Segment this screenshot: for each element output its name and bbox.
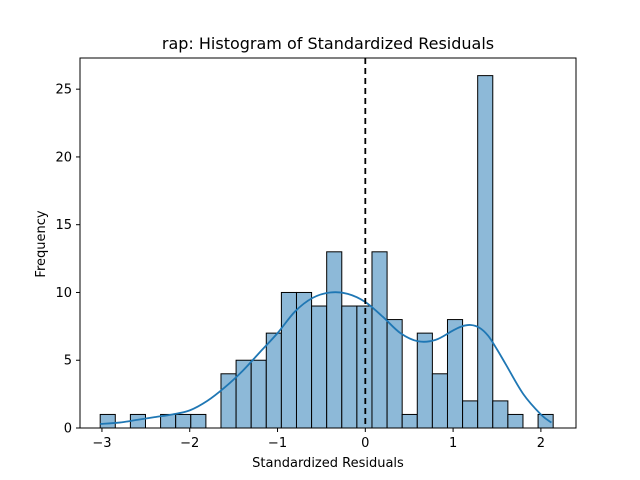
x-tick-label: −2 (180, 436, 199, 451)
histogram-bar (401, 413, 418, 429)
histogram-bar (386, 319, 403, 429)
histogram-bar (492, 400, 509, 429)
histogram-bar (99, 413, 116, 429)
x-axis-label: Standardized Residuals (252, 456, 404, 471)
y-axis-ticks: 0 5 10 15 20 25 (55, 83, 80, 437)
x-tick-label: 0 (361, 436, 369, 451)
histogram-bar (220, 373, 237, 429)
histogram-bar (507, 413, 524, 429)
histogram-bar (175, 413, 192, 429)
kde-curve (100, 291, 552, 425)
y-tick-label: 20 (55, 150, 72, 165)
x-axis-ticks: −3 −2 −1 0 1 2 (92, 428, 545, 451)
histogram-bars (99, 75, 554, 429)
x-tick-label: 2 (537, 436, 545, 451)
y-tick-label: 5 (64, 354, 72, 369)
x-tick-label: −3 (92, 436, 111, 451)
x-tick-label: −1 (268, 436, 287, 451)
y-tick-label: 10 (55, 286, 72, 301)
chart-title: rap: Histogram of Standardized Residuals (162, 34, 494, 53)
histogram-bar (311, 305, 328, 429)
histogram-bar (371, 251, 388, 429)
histogram-bar (431, 373, 448, 429)
histogram-bar (446, 319, 464, 429)
x-tick-label: 1 (449, 436, 457, 451)
y-tick-label: 0 (64, 422, 72, 437)
histogram-bar (477, 75, 494, 429)
histogram-bar (265, 332, 282, 429)
y-axis-label: Frequency (34, 210, 49, 277)
histogram-bar (295, 291, 313, 429)
histogram-bar (416, 332, 433, 429)
y-tick-label: 25 (55, 83, 72, 98)
histogram-bar (190, 413, 207, 429)
y-tick-label: 15 (55, 218, 72, 233)
plot-frame (79, 57, 577, 429)
histogram-bar (341, 305, 358, 429)
histogram-bar (326, 251, 343, 429)
histogram-bar (462, 400, 479, 429)
histogram-bar (250, 359, 267, 429)
